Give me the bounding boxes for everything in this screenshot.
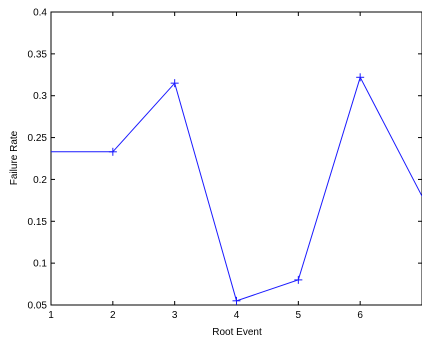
- y-tick-label: 0.2: [33, 175, 47, 186]
- data-point-marker: [170, 79, 179, 88]
- plot-area: [50, 11, 422, 306]
- series-layer: [51, 73, 422, 305]
- x-tick-label: 1: [48, 310, 54, 321]
- x-tick-label: 6: [357, 310, 363, 321]
- data-point-marker: [356, 73, 365, 82]
- y-tick-label: 0.35: [28, 49, 48, 60]
- x-axis-ticks: 1 2 3 4 5 6: [48, 12, 363, 321]
- y-tick-label: 0.1: [33, 259, 47, 270]
- y-tick-label: 0.15: [28, 217, 48, 228]
- x-tick-label: 2: [110, 310, 116, 321]
- y-tick-label: 0.4: [33, 8, 47, 19]
- data-point-marker: [108, 147, 117, 156]
- x-tick-label: 3: [172, 310, 178, 321]
- data-point-marker: [294, 275, 303, 284]
- y-tick-label: 0.3: [33, 91, 47, 102]
- y-tick-label: 0.05: [28, 301, 48, 312]
- data-point-marker: [232, 296, 241, 305]
- x-tick-label: 5: [296, 310, 302, 321]
- y-tick-label: 0.25: [28, 133, 48, 144]
- x-axis-label: Root Event: [212, 327, 262, 338]
- y-axis-label: Failure Rate: [9, 130, 20, 185]
- x-tick-label: 4: [234, 310, 240, 321]
- y-axis-ticks: 0.05 0.1 0.15 0.2 0.25 0.3 0.35 0.4: [28, 8, 422, 312]
